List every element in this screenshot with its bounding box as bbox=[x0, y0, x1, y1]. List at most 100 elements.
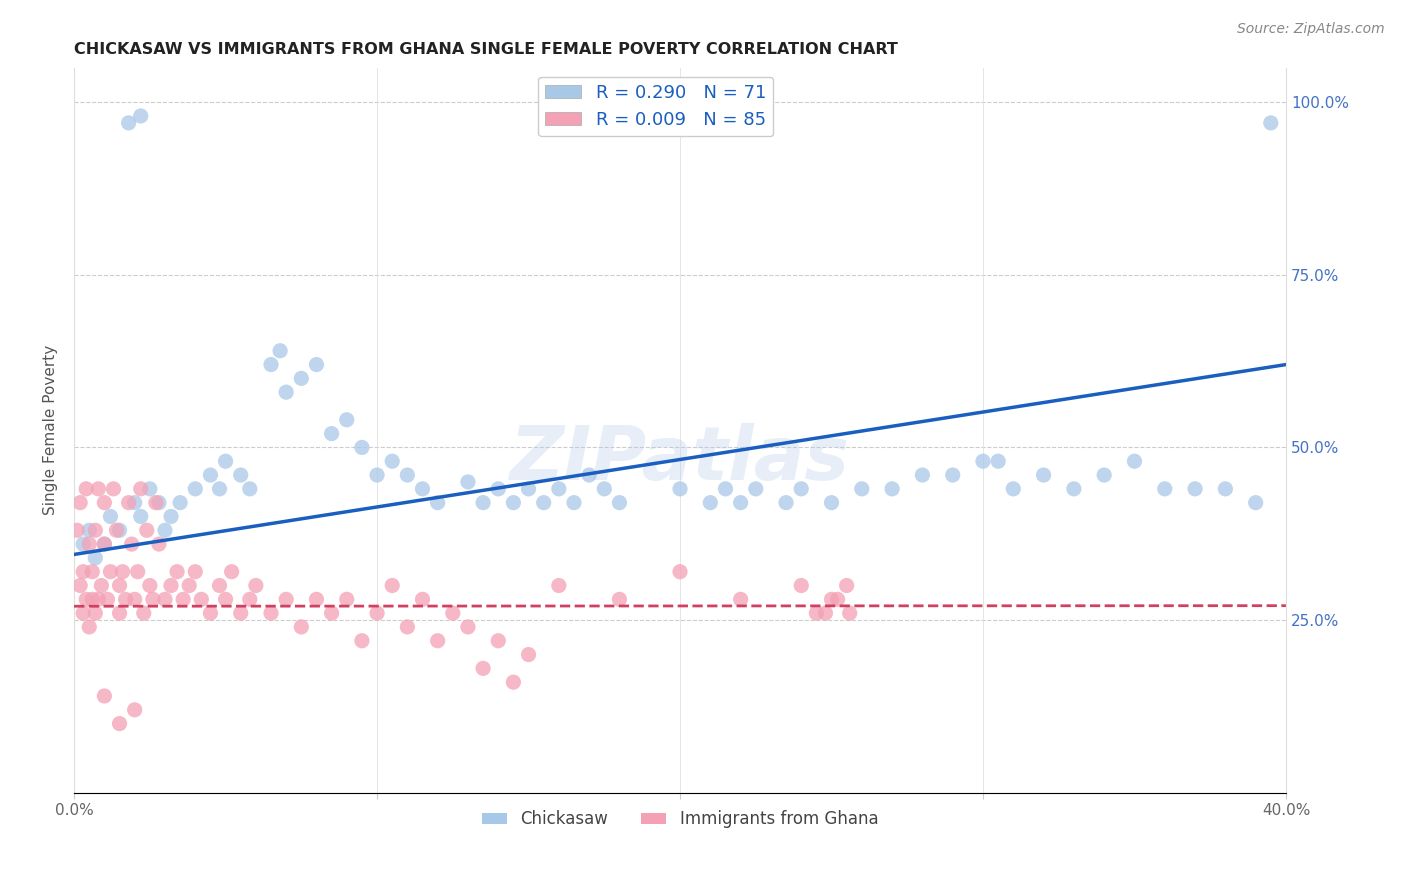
Point bbox=[790, 578, 813, 592]
Point bbox=[135, 523, 157, 537]
Point bbox=[190, 592, 212, 607]
Point bbox=[502, 675, 524, 690]
Point bbox=[276, 385, 298, 400]
Point bbox=[366, 606, 388, 620]
Point bbox=[93, 496, 115, 510]
Point bbox=[533, 496, 555, 510]
Point bbox=[172, 592, 194, 607]
Point bbox=[105, 523, 128, 537]
Point bbox=[880, 482, 903, 496]
Point bbox=[114, 592, 136, 607]
Point bbox=[486, 633, 509, 648]
Point bbox=[84, 606, 107, 620]
Point bbox=[179, 578, 201, 592]
Point bbox=[502, 496, 524, 510]
Point bbox=[160, 578, 183, 592]
Text: CHICKASAW VS IMMIGRANTS FROM GHANA SINGLE FEMALE POVERTY CORRELATION CHART: CHICKASAW VS IMMIGRANTS FROM GHANA SINGL… bbox=[75, 42, 898, 57]
Point bbox=[200, 606, 222, 620]
Point bbox=[609, 496, 631, 510]
Point bbox=[714, 482, 737, 496]
Point bbox=[336, 413, 359, 427]
Point bbox=[1215, 482, 1237, 496]
Point bbox=[562, 496, 585, 510]
Point bbox=[321, 426, 343, 441]
Point bbox=[117, 496, 139, 510]
Point bbox=[472, 496, 495, 510]
Point bbox=[84, 550, 107, 565]
Point bbox=[1002, 482, 1025, 496]
Point bbox=[396, 620, 419, 634]
Point bbox=[260, 606, 283, 620]
Point bbox=[593, 482, 616, 496]
Point bbox=[547, 482, 569, 496]
Point bbox=[96, 592, 118, 607]
Point bbox=[412, 592, 434, 607]
Point bbox=[1153, 482, 1175, 496]
Point bbox=[129, 509, 152, 524]
Point bbox=[276, 592, 298, 607]
Y-axis label: Single Female Poverty: Single Female Poverty bbox=[44, 345, 58, 516]
Point bbox=[350, 633, 373, 648]
Point bbox=[108, 606, 131, 620]
Point bbox=[208, 578, 231, 592]
Point bbox=[239, 592, 262, 607]
Point bbox=[1123, 454, 1146, 468]
Point bbox=[111, 565, 134, 579]
Point bbox=[987, 454, 1010, 468]
Legend: Chickasaw, Immigrants from Ghana: Chickasaw, Immigrants from Ghana bbox=[475, 804, 884, 835]
Point bbox=[1244, 496, 1267, 510]
Point bbox=[517, 648, 540, 662]
Point bbox=[121, 537, 143, 551]
Point bbox=[72, 565, 94, 579]
Point bbox=[820, 592, 842, 607]
Point bbox=[730, 592, 752, 607]
Point bbox=[124, 703, 146, 717]
Point bbox=[1032, 468, 1054, 483]
Point bbox=[260, 358, 283, 372]
Point bbox=[75, 482, 97, 496]
Point bbox=[153, 592, 176, 607]
Point bbox=[166, 565, 188, 579]
Point bbox=[229, 468, 252, 483]
Point bbox=[1260, 116, 1282, 130]
Point bbox=[124, 496, 146, 510]
Point bbox=[69, 578, 91, 592]
Point bbox=[214, 592, 236, 607]
Point bbox=[139, 482, 162, 496]
Point bbox=[911, 468, 934, 483]
Point bbox=[108, 716, 131, 731]
Point bbox=[412, 482, 434, 496]
Point bbox=[117, 116, 139, 130]
Point bbox=[93, 689, 115, 703]
Point bbox=[396, 468, 419, 483]
Point bbox=[381, 578, 404, 592]
Point bbox=[547, 578, 569, 592]
Text: ZIPatlas: ZIPatlas bbox=[510, 423, 851, 496]
Point bbox=[457, 620, 479, 634]
Point bbox=[441, 606, 464, 620]
Point bbox=[208, 482, 231, 496]
Point bbox=[100, 509, 122, 524]
Point bbox=[145, 496, 167, 510]
Point bbox=[100, 565, 122, 579]
Point bbox=[124, 592, 146, 607]
Point bbox=[87, 592, 110, 607]
Point bbox=[169, 496, 191, 510]
Point bbox=[66, 523, 89, 537]
Point bbox=[1184, 482, 1206, 496]
Point bbox=[214, 454, 236, 468]
Point bbox=[745, 482, 768, 496]
Point bbox=[93, 537, 115, 551]
Point bbox=[730, 496, 752, 510]
Point bbox=[229, 606, 252, 620]
Point bbox=[200, 468, 222, 483]
Point bbox=[814, 606, 837, 620]
Point bbox=[127, 565, 149, 579]
Point bbox=[129, 482, 152, 496]
Point bbox=[366, 468, 388, 483]
Point bbox=[835, 578, 858, 592]
Point bbox=[426, 496, 449, 510]
Point bbox=[827, 592, 849, 607]
Point bbox=[381, 454, 404, 468]
Point bbox=[75, 592, 97, 607]
